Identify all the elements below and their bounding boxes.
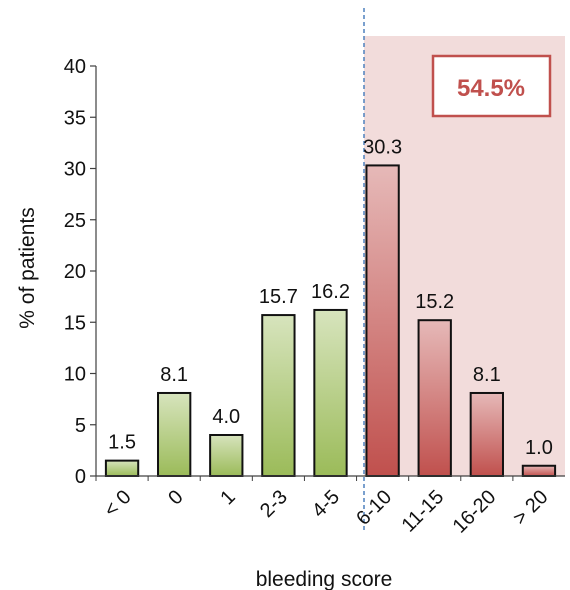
bar-11-15 bbox=[417, 319, 452, 478]
bar-6-10 bbox=[365, 164, 400, 478]
bar-20 bbox=[521, 464, 557, 477]
bars bbox=[104, 164, 557, 478]
value-label: 16.2 bbox=[311, 281, 350, 303]
y-tick-label: 10 bbox=[64, 364, 86, 386]
value-label: 8.1 bbox=[473, 364, 501, 386]
bar-0 bbox=[104, 459, 140, 477]
y-axis: 0 5 10 15 20 25 30 35 40 bbox=[64, 56, 97, 488]
y-axis-title: % of patients bbox=[16, 207, 39, 328]
value-label: 4.0 bbox=[212, 406, 240, 428]
x-tick-label: 2-3 bbox=[256, 486, 292, 522]
value-label: 15.2 bbox=[415, 291, 454, 313]
y-tick-label: 30 bbox=[64, 159, 86, 181]
value-label: 30.3 bbox=[363, 136, 402, 158]
y-tick-label: 25 bbox=[64, 210, 86, 232]
bar-0 bbox=[157, 391, 192, 478]
x-tick-label: 6-10 bbox=[352, 486, 396, 530]
bar-1 bbox=[209, 434, 244, 477]
value-label: 15.7 bbox=[259, 286, 298, 308]
x-tick-label: 16-20 bbox=[449, 486, 501, 538]
x-tick-label: 0 bbox=[164, 486, 187, 509]
bar-2-3 bbox=[261, 314, 296, 478]
x-tick-label: < 0 bbox=[100, 486, 136, 522]
value-labels: 1.5 8.1 4.0 15.7 16.2 30.3 15.2 8.1 1.0 bbox=[108, 136, 553, 458]
value-label: 8.1 bbox=[160, 364, 188, 386]
x-tick-label: 1 bbox=[216, 486, 239, 509]
y-tick-label: 0 bbox=[75, 466, 86, 488]
highlight-callout-box bbox=[431, 54, 552, 118]
x-tick-label: 11-15 bbox=[398, 486, 449, 537]
y-tick-label: 35 bbox=[64, 107, 86, 129]
bar-4-5 bbox=[313, 308, 348, 478]
y-tick-label: 15 bbox=[64, 312, 86, 334]
value-label: 1.5 bbox=[108, 432, 136, 454]
y-tick-label: 20 bbox=[64, 261, 86, 283]
x-axis: < 0 0 1 2-3 4-5 6-10 11-15 16-20 > 20 bbox=[95, 475, 565, 538]
value-label: 1.0 bbox=[525, 437, 553, 459]
x-tick-label: > 20 bbox=[509, 486, 552, 529]
x-tick-label: 4-5 bbox=[308, 486, 344, 522]
y-tick-label: 5 bbox=[75, 415, 86, 437]
highlight-callout-label: 54.5% bbox=[457, 75, 525, 102]
y-tick-label: 40 bbox=[64, 56, 86, 78]
bar-16-20 bbox=[469, 391, 504, 478]
x-axis-title: bleeding score bbox=[256, 568, 393, 590]
